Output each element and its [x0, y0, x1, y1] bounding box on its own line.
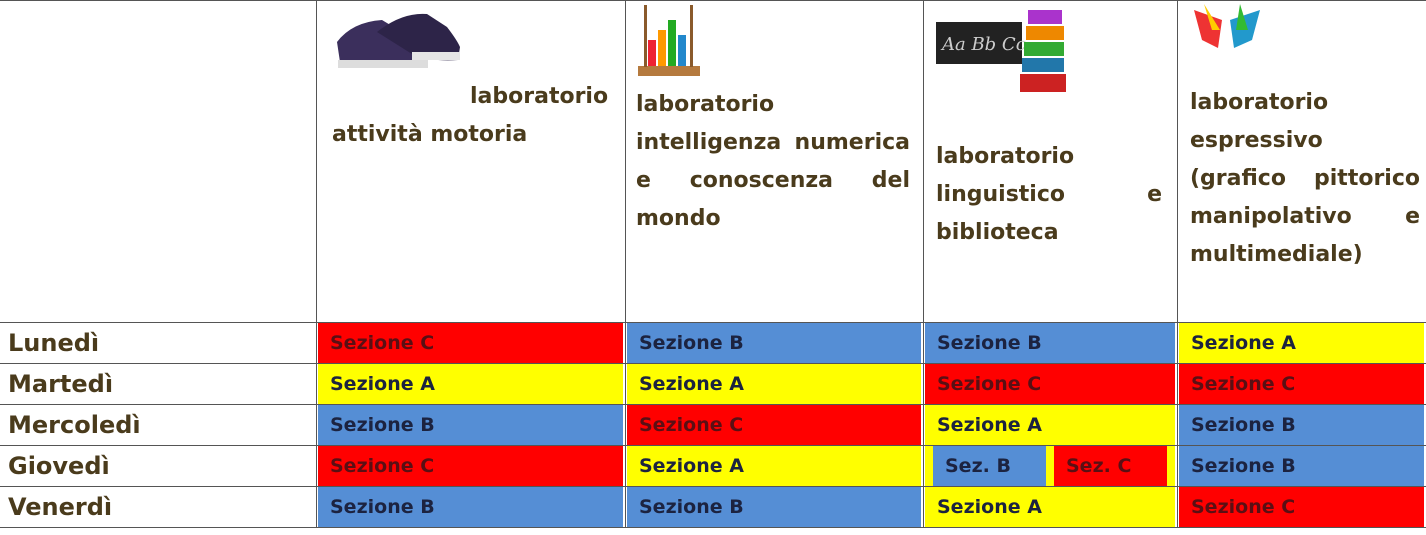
grid-line: [625, 0, 626, 527]
schedule-cell: Sezione B: [627, 323, 921, 363]
schedule-cell: Sezione C: [925, 364, 1175, 404]
column-header: laboratorio espressivo (grafico pittoric…: [1190, 90, 1420, 267]
column-header: laboratorio attività motoria: [332, 84, 609, 147]
books-icon: Aa Bb Cc: [936, 10, 1066, 92]
shoes-icon: [337, 13, 460, 68]
grid-line: [923, 0, 924, 527]
schedule-cell: Sezione B: [318, 487, 623, 527]
schedule-cell: Sezione B: [1179, 405, 1424, 445]
schedule-cell: Sezione C: [1179, 487, 1424, 527]
column-header: laboratorio intelligenza numerica e cono…: [636, 92, 910, 231]
schedule-cell: Sezione C: [1179, 364, 1424, 404]
schedule-cell: Sezione C: [627, 405, 921, 445]
schedule-cell: Sezione A: [925, 487, 1175, 527]
grid-line: [1177, 0, 1178, 527]
abacus-icon: [638, 5, 700, 76]
column-header: laboratorio linguistico e biblioteca: [936, 144, 1162, 245]
grid-line: [0, 486, 1426, 487]
grid-line: [316, 0, 317, 527]
schedule-cell: Sezione B: [318, 405, 623, 445]
schedule-cell: Sezione C: [318, 446, 623, 486]
schedule-cell: Sezione A: [318, 364, 623, 404]
grid-line: [0, 527, 1426, 528]
grid-line: [0, 363, 1426, 364]
day-label: Lunedì: [8, 328, 100, 357]
svg-text:Aa Bb Cc: Aa Bb Cc: [940, 34, 1026, 55]
schedule-cell: Sezione B: [627, 487, 921, 527]
split-cell: Sez. B: [933, 446, 1046, 486]
day-label: Venerdì: [8, 492, 113, 521]
schedule-cell: Sezione A: [627, 446, 921, 486]
grid-line: [0, 445, 1426, 446]
schedule-cell: Sezione C: [318, 323, 623, 363]
schedule-cell: Sezione B: [1179, 446, 1424, 486]
day-label: Giovedì: [8, 451, 110, 480]
day-label: Martedì: [8, 369, 114, 398]
day-label: Mercoledì: [8, 410, 141, 439]
grid-line: [0, 322, 1426, 323]
schedule-cell: Sezione B: [925, 323, 1175, 363]
grid-line: [0, 0, 1426, 1]
split-cell: Sez. C: [1054, 446, 1167, 486]
schedule-cell: Sezione A: [1179, 323, 1424, 363]
grid-line: [0, 404, 1426, 405]
schedule-cell: Sezione A: [925, 405, 1175, 445]
hands-icon: [1194, 4, 1260, 48]
schedule-cell: Sezione A: [627, 364, 921, 404]
